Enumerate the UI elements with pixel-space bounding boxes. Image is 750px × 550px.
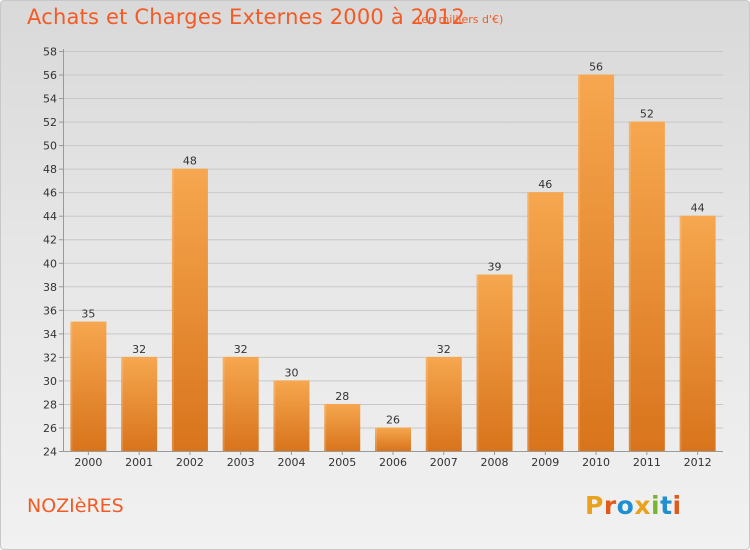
bar-highlight: [578, 74, 581, 451]
y-tick-label: 26: [43, 422, 57, 435]
bar: [273, 380, 310, 451]
data-label: 32: [234, 343, 248, 356]
bar: [679, 215, 716, 451]
bar: [70, 321, 107, 451]
chart-subtitle: (en milliers d'€): [417, 13, 504, 26]
bar-highlight: [222, 356, 225, 451]
y-tick-label: 40: [43, 257, 57, 270]
y-tick-label: 50: [43, 140, 57, 153]
chart-title: Achats et Charges Externes 2000 à 2012: [27, 5, 466, 29]
x-tick-label: 2006: [379, 456, 407, 469]
labels: 24 26 28 30 32 34 36 38 40 42 44 46 48 50 52 54 56 58 35 20…: [43, 46, 712, 470]
data-label: 39: [488, 261, 502, 274]
bar-highlight: [70, 321, 73, 451]
logo-letter: P: [585, 491, 604, 520]
x-tick-label: 2000: [74, 456, 102, 469]
bar: [324, 403, 361, 451]
y-tick-label: 42: [43, 234, 57, 247]
data-label: 32: [132, 343, 146, 356]
bar-highlight: [273, 380, 276, 451]
bar: [527, 192, 564, 452]
logo-letter: r: [603, 491, 617, 520]
data-label: 30: [284, 366, 298, 379]
x-tick-label: 2008: [481, 456, 509, 469]
y-tick-label: 58: [43, 46, 57, 59]
bar: [222, 356, 259, 451]
bar-highlight: [476, 274, 479, 451]
commune-name: NOZIèRES: [27, 495, 124, 517]
x-tick-label: 2007: [430, 456, 458, 469]
x-tick-label: 2005: [328, 456, 356, 469]
bar: [121, 356, 158, 451]
data-label: 52: [640, 108, 654, 121]
x-tick-label: 2009: [531, 456, 559, 469]
y-tick-label: 30: [43, 375, 57, 388]
data-label: 46: [538, 178, 552, 191]
x-tick-label: 2004: [277, 456, 305, 469]
x-tick-label: 2002: [176, 456, 204, 469]
bar: [476, 274, 513, 451]
bars: [70, 74, 716, 452]
bar: [171, 168, 208, 451]
x-tick-label: 2012: [684, 456, 712, 469]
data-label: 44: [691, 202, 705, 215]
y-tick-label: 32: [43, 351, 57, 364]
data-label: 35: [81, 308, 95, 321]
y-tick-label: 44: [43, 210, 57, 223]
y-tick-label: 54: [43, 93, 57, 106]
y-tick-label: 36: [43, 304, 57, 317]
x-tick-label: 2001: [125, 456, 153, 469]
bar-highlight: [324, 403, 327, 451]
y-tick-label: 38: [43, 281, 57, 294]
y-tick-label: 24: [43, 446, 57, 459]
grid-lines: [63, 51, 723, 429]
bar-highlight: [121, 356, 124, 451]
x-tick-label: 2003: [227, 456, 255, 469]
logo-letter: o: [616, 491, 635, 520]
bar-highlight: [171, 168, 174, 451]
logo-letter: i: [651, 491, 661, 520]
bar: [425, 356, 462, 451]
y-tick-label: 28: [43, 398, 57, 411]
bar-highlight: [375, 427, 377, 451]
data-label: 56: [589, 61, 603, 74]
logo-letter: t: [660, 491, 673, 520]
bar: [578, 74, 615, 451]
logo-letter: i: [672, 491, 682, 520]
y-tick-label: 48: [43, 163, 57, 176]
y-tick-label: 34: [43, 328, 57, 341]
bar: [628, 121, 665, 452]
proxiti-logo: Proxiti: [585, 491, 682, 520]
axes: [59, 49, 723, 455]
bar-highlight: [425, 356, 428, 451]
bar-highlight: [527, 192, 530, 452]
y-tick-label: 52: [43, 116, 57, 129]
bar-highlight: [679, 215, 682, 451]
y-tick-label: 46: [43, 187, 57, 200]
x-tick-label: 2011: [633, 456, 661, 469]
data-label: 32: [437, 343, 451, 356]
bar: [375, 427, 411, 451]
data-label: 48: [183, 155, 197, 168]
data-label: 28: [335, 390, 349, 403]
data-label: 26: [386, 413, 400, 426]
y-tick-label: 56: [43, 69, 57, 82]
x-tick-label: 2010: [582, 456, 610, 469]
logo-letter: x: [634, 491, 651, 520]
bar-highlight: [628, 121, 631, 452]
